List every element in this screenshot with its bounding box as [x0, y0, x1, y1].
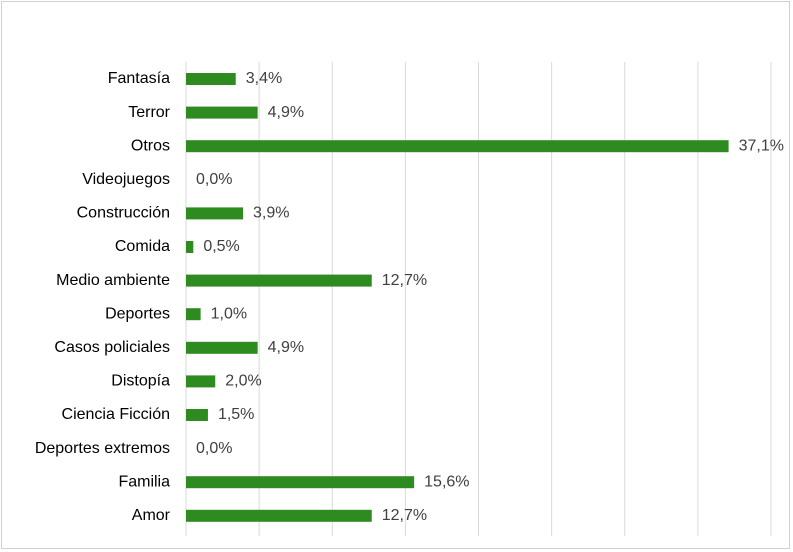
bar: [186, 476, 415, 489]
value-label: 3,4%: [246, 70, 282, 87]
bar: [186, 409, 208, 421]
bar: [186, 241, 194, 253]
value-label: 2,0%: [225, 373, 261, 390]
gridlines: [185, 62, 772, 536]
value-label: 4,9%: [268, 339, 304, 356]
category-label: Terror: [128, 104, 170, 121]
value-label: 15,6%: [424, 473, 469, 490]
value-label: 0,0%: [196, 440, 232, 457]
bar: [186, 274, 372, 287]
bar: [186, 140, 729, 153]
category-label: Otros: [131, 137, 170, 154]
value-label: 12,7%: [382, 272, 427, 289]
value-label: 3,9%: [253, 205, 289, 222]
category-label: Casos policiales: [54, 339, 170, 356]
category-labels: Fantasía Terror Otros Videojuegos Construcci…: [35, 70, 171, 524]
bars: [186, 73, 729, 522]
bar: [186, 509, 372, 522]
category-label: Deportes extremos: [35, 440, 170, 457]
category-label: Medio ambiente: [56, 272, 170, 289]
value-label: 4,9%: [268, 104, 304, 121]
value-label: 37,1%: [739, 137, 784, 154]
value-label: 1,5%: [218, 406, 254, 423]
bar: [186, 73, 236, 85]
value-label: 1,0%: [211, 305, 247, 322]
category-label: Videojuegos: [82, 171, 170, 188]
bar: [186, 341, 258, 354]
value-label: 0,0%: [196, 171, 232, 188]
value-label: 0,5%: [203, 238, 239, 255]
category-label: Amor: [132, 507, 171, 524]
category-label: Comida: [115, 238, 170, 255]
bar: [186, 308, 201, 321]
category-label: Fantasía: [108, 70, 170, 87]
value-labels: 3,4% 4,9% 37,1% 0,0% 3,9% 0,5% 12,7% 1,0% 4,9% 2,…: [196, 70, 784, 524]
bar: [186, 375, 216, 388]
category-label: Construcción: [77, 205, 170, 222]
category-label: Familia: [118, 473, 170, 490]
bar: [186, 207, 244, 220]
category-label: Ciencia Ficción: [62, 406, 170, 423]
category-label: Deportes: [105, 305, 170, 322]
value-label: 12,7%: [382, 507, 427, 524]
bar: [186, 106, 258, 119]
category-label: Distopía: [111, 373, 170, 390]
